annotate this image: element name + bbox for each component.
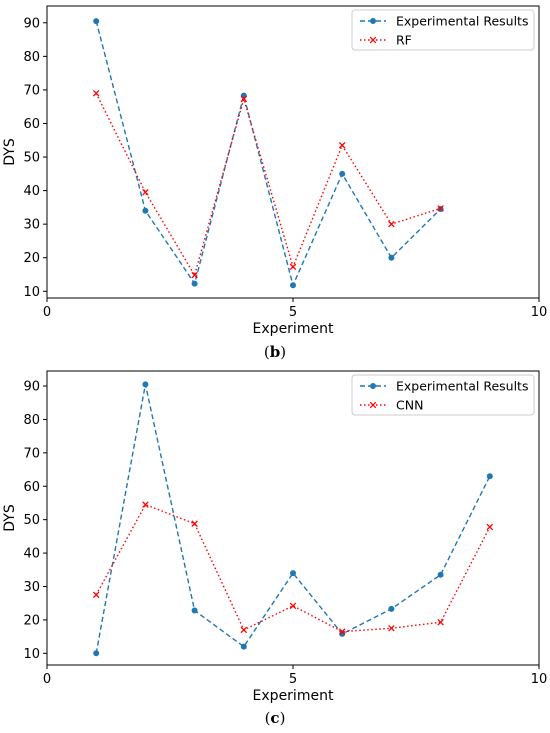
y-tick-label: 80 bbox=[23, 413, 40, 428]
y-tick-label: 60 bbox=[23, 117, 40, 132]
data-point bbox=[142, 207, 149, 214]
data-point bbox=[486, 473, 493, 480]
data-point bbox=[338, 142, 346, 149]
data-point bbox=[388, 254, 395, 261]
y-tick-label: 40 bbox=[23, 547, 40, 562]
data-point bbox=[240, 626, 248, 634]
legend-label-1: CNN bbox=[396, 398, 423, 413]
data-point bbox=[191, 280, 198, 287]
legend-marker bbox=[370, 18, 376, 24]
legend: Experimental Results CNN bbox=[351, 374, 535, 416]
y-tick-label: 90 bbox=[23, 16, 40, 31]
data-point bbox=[388, 220, 395, 228]
data-point bbox=[289, 602, 297, 610]
legend-marker bbox=[369, 36, 377, 44]
data-point bbox=[338, 628, 346, 635]
y-tick-label: 20 bbox=[23, 251, 40, 266]
x-tick-label: 10 bbox=[531, 672, 548, 687]
y-tick-label: 20 bbox=[23, 613, 40, 628]
legend-marker bbox=[369, 401, 377, 409]
y-tick-label: 10 bbox=[23, 647, 40, 662]
y-tick-label: 70 bbox=[23, 83, 40, 98]
y-tick-label: 50 bbox=[23, 151, 40, 166]
legend-label-1: RF bbox=[396, 33, 412, 48]
chart-panel-0: 0 5 10 10 20 30 40 50 60 70 80 90 Experiment DYS Exper… bbox=[2, 5, 548, 361]
data-point bbox=[142, 381, 149, 388]
data-point bbox=[191, 520, 198, 527]
y-tick-label: 40 bbox=[23, 184, 40, 199]
data-point bbox=[388, 605, 395, 612]
x-axis-label: Experiment bbox=[253, 321, 334, 337]
legend-box bbox=[351, 374, 535, 416]
data-point bbox=[92, 90, 100, 97]
y-axis-label: DYS bbox=[2, 504, 18, 532]
series-line-1 bbox=[95, 92, 441, 277]
legend-label-0: Experimental Results bbox=[396, 379, 528, 394]
legend-box bbox=[351, 9, 535, 51]
y-tick-label: 90 bbox=[23, 380, 40, 395]
legend-label-0: Experimental Results bbox=[396, 14, 528, 29]
series-line-1 bbox=[95, 503, 491, 633]
data-point bbox=[290, 570, 296, 577]
y-tick-label: 70 bbox=[23, 446, 40, 461]
data-point bbox=[142, 189, 149, 196]
panel-caption: (b) bbox=[264, 343, 286, 361]
x-tick-label: 10 bbox=[531, 305, 548, 320]
y-tick-label: 60 bbox=[23, 480, 40, 495]
y-tick-label: 50 bbox=[23, 513, 40, 528]
data-point bbox=[240, 643, 247, 650]
data-point bbox=[290, 282, 296, 289]
data-point bbox=[437, 571, 444, 578]
data-point bbox=[240, 95, 248, 103]
y-tick-label: 10 bbox=[23, 285, 40, 300]
data-point bbox=[486, 523, 494, 531]
x-axis-label: Experiment bbox=[253, 688, 334, 704]
panel-caption: (c) bbox=[265, 709, 286, 727]
y-tick-label: 30 bbox=[23, 580, 40, 595]
y-axis-label: DYS bbox=[2, 138, 18, 166]
series-line-0 bbox=[95, 20, 442, 288]
data-point bbox=[191, 607, 198, 614]
x-tick-label: 5 bbox=[289, 305, 297, 320]
data-point bbox=[93, 18, 100, 25]
x-tick-label: 0 bbox=[43, 305, 51, 320]
data-point bbox=[437, 205, 444, 212]
legend-marker bbox=[370, 383, 376, 389]
data-point bbox=[339, 170, 346, 177]
legend: Experimental Results RF bbox=[351, 9, 535, 51]
x-tick-label: 5 bbox=[289, 672, 297, 687]
chart-panel-1: 0 5 10 10 20 30 40 50 60 70 80 90 Experiment DYS Exper… bbox=[2, 370, 548, 727]
data-point bbox=[92, 591, 100, 599]
data-point bbox=[388, 624, 395, 632]
series-line-0 bbox=[95, 384, 491, 654]
data-point bbox=[191, 271, 198, 279]
data-point bbox=[93, 650, 100, 657]
y-tick-label: 30 bbox=[23, 218, 40, 233]
y-tick-label: 80 bbox=[23, 50, 40, 65]
data-point bbox=[142, 501, 149, 508]
data-point bbox=[437, 618, 444, 626]
x-tick-label: 0 bbox=[43, 672, 51, 687]
data-point bbox=[289, 263, 297, 271]
